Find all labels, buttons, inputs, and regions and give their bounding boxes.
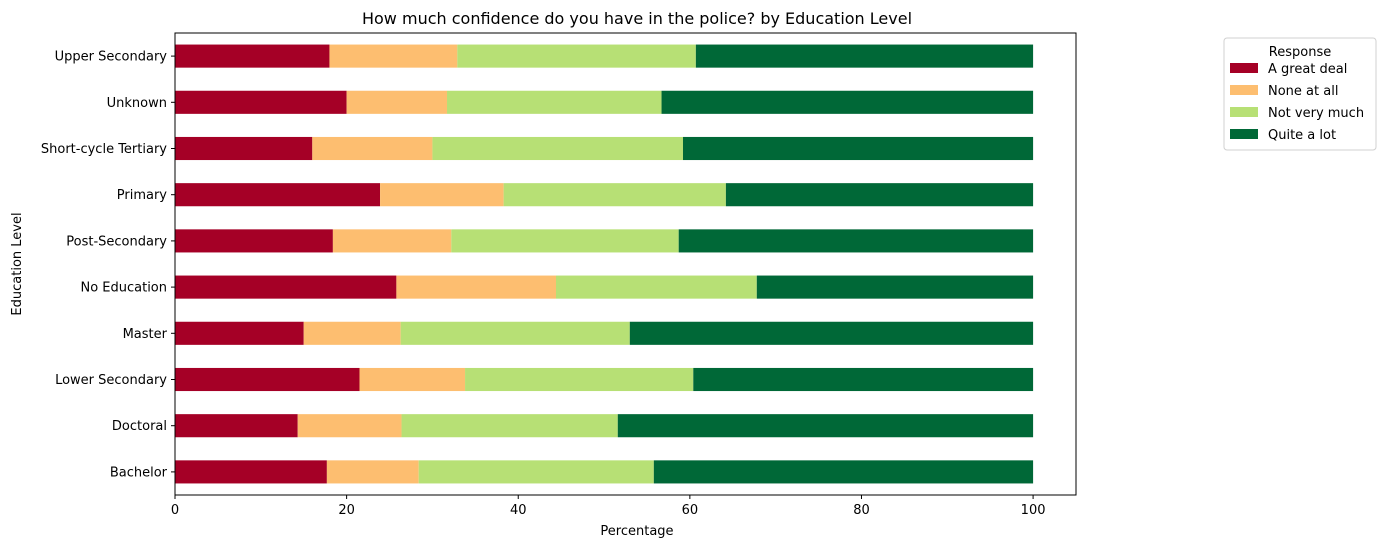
bar-doctoral-series-1 xyxy=(297,414,402,438)
bar-short-cycle-tertiary-series-2 xyxy=(432,136,683,161)
bar-lower-secondary-series-1 xyxy=(359,367,466,392)
bar-unknown-series-1 xyxy=(346,90,448,114)
y-tick-label: No Education xyxy=(80,281,167,296)
legend-items: A great deal None at all Not very much Quit… xyxy=(1230,62,1364,143)
y-tick-label: Upper Secondary xyxy=(55,50,168,65)
bar-short-cycle-tertiary-series-3 xyxy=(682,136,1034,161)
bar-doctoral-series-3 xyxy=(617,414,1034,438)
legend-box xyxy=(1223,37,1377,151)
y-tick-label: Primary xyxy=(117,188,168,203)
bar-lower-secondary-series-0 xyxy=(175,367,360,392)
y-tick-label: Bachelor xyxy=(110,465,168,480)
bar-bachelor-series-3 xyxy=(653,460,1034,484)
y-tick-label: Unknown xyxy=(107,96,167,111)
y-tick-label: Post-Secondary xyxy=(66,234,167,249)
bar-unknown-series-2 xyxy=(447,90,662,114)
bar-primary-series-2 xyxy=(503,183,726,207)
bars-layer xyxy=(175,44,1034,484)
bar-primary-series-1 xyxy=(380,183,504,207)
bar-no-education-series-2 xyxy=(555,275,757,299)
y-tick-label: Master xyxy=(123,327,168,342)
legend-swatch xyxy=(1230,129,1258,139)
legend-label: None at all xyxy=(1268,84,1338,99)
bar-no-education-series-0 xyxy=(175,275,397,299)
legend-label: Quite a lot xyxy=(1268,128,1336,143)
bar-post-secondary-series-1 xyxy=(332,229,452,253)
bar-unknown-series-0 xyxy=(175,90,347,114)
x-tick-label: 20 xyxy=(338,503,355,518)
bar-no-education-series-1 xyxy=(396,275,556,299)
bar-post-secondary-series-2 xyxy=(451,229,679,253)
x-tick-label: 0 xyxy=(171,503,179,518)
bar-doctoral-series-2 xyxy=(401,414,618,438)
x-axis-label: Percentage xyxy=(600,524,673,539)
bar-doctoral-series-0 xyxy=(175,414,298,438)
bar-master-series-1 xyxy=(303,321,401,345)
legend-swatch xyxy=(1230,107,1258,117)
legend-swatch xyxy=(1230,63,1258,73)
legend-label: A great deal xyxy=(1268,62,1347,77)
legend: Response A great deal None at all Not very… xyxy=(1223,37,1377,151)
bar-master-series-3 xyxy=(629,321,1034,345)
bar-short-cycle-tertiary-series-1 xyxy=(312,136,433,161)
axis-ticks: Bachelor Doctoral Lower Secondary Master No … xyxy=(41,50,1046,518)
bar-master-series-2 xyxy=(400,321,630,345)
bar-lower-secondary-series-3 xyxy=(693,367,1034,392)
bar-primary-series-3 xyxy=(725,183,1034,207)
bar-upper-secondary-series-0 xyxy=(175,44,330,68)
y-axis-label: Education Level xyxy=(10,212,25,315)
bar-bachelor-series-1 xyxy=(326,460,419,484)
x-tick-label: 100 xyxy=(1021,503,1046,518)
plot-frame xyxy=(174,32,1077,496)
bar-lower-secondary-series-2 xyxy=(465,367,694,392)
chart-title: How much confidence do you have in the p… xyxy=(362,9,912,28)
x-tick-label: 40 xyxy=(510,503,527,518)
bar-upper-secondary-series-1 xyxy=(329,44,458,68)
bar-bachelor-series-0 xyxy=(175,460,327,484)
bar-unknown-series-3 xyxy=(661,90,1034,114)
bar-post-secondary-series-3 xyxy=(678,229,1034,253)
y-tick-label: Lower Secondary xyxy=(55,373,167,388)
legend-swatch xyxy=(1230,85,1258,95)
bar-primary-series-0 xyxy=(175,183,381,207)
bar-bachelor-series-2 xyxy=(418,460,654,484)
y-tick-label: Doctoral xyxy=(112,419,167,434)
bar-post-secondary-series-0 xyxy=(175,229,333,253)
x-tick-label: 80 xyxy=(853,503,870,518)
bar-short-cycle-tertiary-series-0 xyxy=(175,136,313,161)
bar-master-series-0 xyxy=(175,321,304,345)
legend-title: Response xyxy=(1269,45,1331,60)
legend-label: Not very much xyxy=(1268,106,1364,121)
bar-no-education-series-3 xyxy=(756,275,1034,299)
x-tick-label: 60 xyxy=(682,503,699,518)
bar-upper-secondary-series-2 xyxy=(457,44,696,68)
bar-upper-secondary-series-3 xyxy=(695,44,1034,68)
y-tick-label: Short-cycle Tertiary xyxy=(41,142,167,157)
